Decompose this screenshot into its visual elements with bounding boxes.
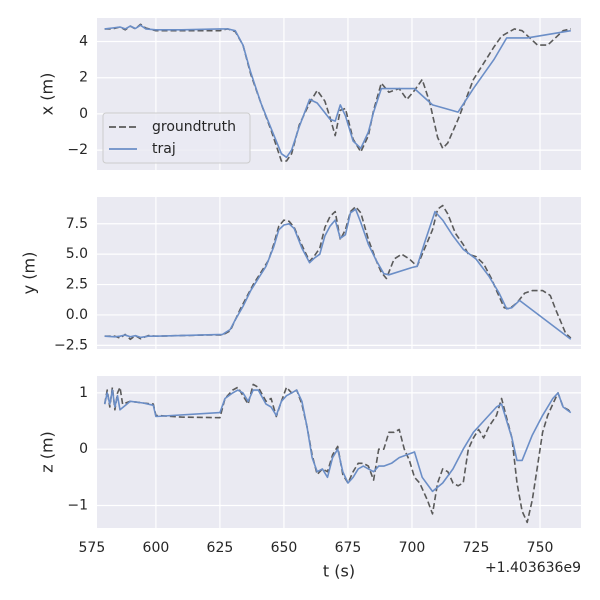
legend-groundtruth-label: groundtruth — [152, 119, 236, 135]
panel-x-y-ticks: 4 2 0 −2 — [67, 34, 88, 159]
panel-x-series — [104, 23, 571, 162]
panel-y-y-tick-label: 0.0 — [66, 307, 88, 323]
panel-z-y-ticks: 1 0 −1 — [67, 385, 88, 514]
panel-x-y-tick-label: −2 — [67, 142, 88, 158]
series-traj-line-x — [104, 24, 571, 159]
series-traj-line-z — [103, 389, 572, 493]
x-axis-label: t (s) — [323, 562, 355, 581]
legend-box — [102, 112, 251, 164]
x-tick-label: 575 — [79, 540, 106, 556]
x-tick-label: 600 — [143, 540, 170, 556]
panel-y-y-tick-label: 5.0 — [66, 246, 88, 262]
x-tick-label: 625 — [207, 540, 234, 556]
panel-y-series — [104, 204, 572, 341]
panel-x-y-tick-label: 4 — [79, 34, 88, 50]
panel-x-y-axis-label: x (m) — [38, 73, 57, 116]
panel-z-y-tick-label: 0 — [79, 441, 88, 457]
panel-z-series — [103, 383, 572, 524]
panel-x-y-tick-label: 2 — [79, 70, 88, 86]
x-tick-label: 650 — [271, 540, 298, 556]
panel-z-y-tick-label: 1 — [79, 385, 88, 401]
x-tick-label: 675 — [335, 540, 362, 556]
panel-z-y-tick-label: −1 — [67, 497, 88, 513]
panel-y: 7.5 5.0 2.5 0.0 −2.5 y (m) — [20, 197, 581, 354]
panel-z: 1 0 −1 575 600 625 650 675 700 725 750 z (m) t (s… — [38, 376, 581, 581]
series-groundtruth-line-z — [103, 383, 572, 524]
panel-y-y-tick-label: 2.5 — [66, 277, 88, 293]
legend: groundtruth traj — [102, 112, 251, 164]
panel-z-x-ticks: 575 600 625 650 675 700 725 750 — [79, 540, 554, 556]
panel-x-y-tick-label: 0 — [79, 106, 88, 122]
panel-y-y-axis-label: y (m) — [20, 252, 39, 295]
panel-y-background — [97, 197, 581, 349]
series-groundtruth-line-x — [104, 23, 571, 162]
panel-x: 4 2 0 −2 x (m) groundtruth traj — [38, 18, 581, 170]
panel-z-y-axis-label: z (m) — [38, 431, 57, 473]
panel-z-grid — [97, 376, 581, 528]
x-tick-label: 725 — [463, 540, 490, 556]
panel-y-y-tick-label: 7.5 — [66, 216, 88, 232]
series-traj-line-y — [104, 208, 572, 340]
legend-traj-label: traj — [152, 141, 176, 157]
panel-y-y-tick-label: −2.5 — [54, 337, 88, 353]
x-tick-label: 700 — [399, 540, 426, 556]
panel-y-grid — [97, 197, 581, 349]
panel-y-y-ticks: 7.5 5.0 2.5 0.0 −2.5 — [54, 216, 88, 354]
x-tick-label: 750 — [527, 540, 554, 556]
x-axis-offset-label: +1.403636e9 — [485, 560, 581, 576]
